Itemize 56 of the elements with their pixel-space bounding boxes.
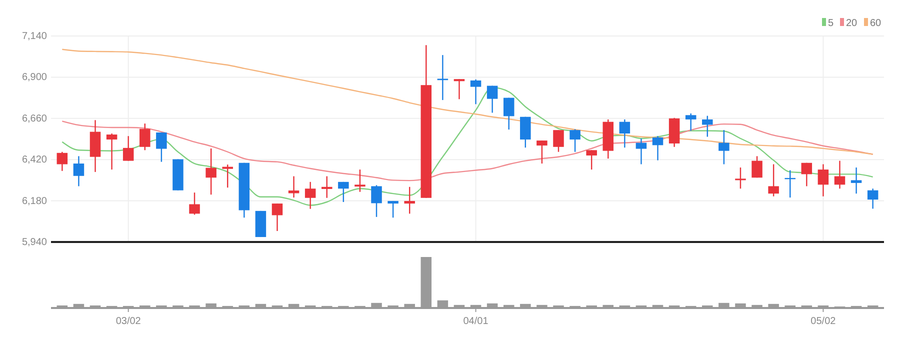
candlestick [222, 164, 233, 188]
candlestick [718, 129, 730, 165]
x-tick-label: 03/02 [116, 316, 142, 327]
candlestick [304, 181, 316, 210]
candlestick [586, 150, 597, 170]
candlestick [702, 115, 713, 138]
candlestick [156, 132, 167, 162]
candlestick [140, 122, 150, 151]
candlestick [553, 129, 564, 152]
candlestick [520, 116, 531, 148]
line-series [62, 120, 874, 182]
candlestick [636, 138, 647, 165]
candlestick [338, 181, 349, 203]
legend-label: 20 [846, 18, 858, 29]
candlestick [536, 140, 548, 164]
x-tick-label: 04/01 [463, 316, 489, 327]
candlestick [454, 78, 465, 100]
line-series [62, 48, 874, 155]
candlestick [470, 78, 482, 105]
candlestick [486, 85, 498, 114]
legend-label: 5 [828, 18, 834, 29]
candlestick [768, 164, 779, 197]
candlestick [503, 97, 514, 130]
candlestick [801, 162, 812, 187]
candlestick [570, 128, 580, 152]
candlestick [106, 132, 118, 170]
candlestick [685, 112, 696, 132]
candlestick [850, 166, 862, 194]
candlestick [371, 184, 382, 218]
y-tick-label: 5,940 [22, 237, 48, 248]
x-tick-label: 05/02 [810, 316, 836, 327]
candlestick [619, 118, 630, 148]
y-tick-label: 6,660 [22, 113, 48, 124]
candlestick [354, 168, 366, 192]
candlestick [437, 54, 448, 101]
candlestick [189, 192, 200, 216]
candlestick [834, 160, 846, 190]
candlestick [404, 186, 415, 214]
y-tick-label: 7,140 [22, 31, 48, 42]
candlestick [272, 202, 283, 232]
y-tick-label: 6,420 [22, 154, 48, 166]
candlestick [73, 156, 84, 187]
candlestick [56, 151, 68, 172]
candlestick [388, 200, 398, 218]
candlestick [652, 135, 664, 161]
y-tick-label: 6,180 [22, 196, 48, 207]
candlestick [752, 156, 762, 178]
line-series [62, 86, 874, 206]
candlestick [206, 148, 216, 196]
candlestick [735, 166, 746, 190]
candlestick [818, 164, 829, 197]
candlestick [322, 176, 332, 198]
y-tick-label: 6,900 [22, 72, 48, 84]
legend-label: 60 [870, 18, 882, 29]
candlestick [867, 188, 878, 210]
candlestick [122, 135, 134, 162]
